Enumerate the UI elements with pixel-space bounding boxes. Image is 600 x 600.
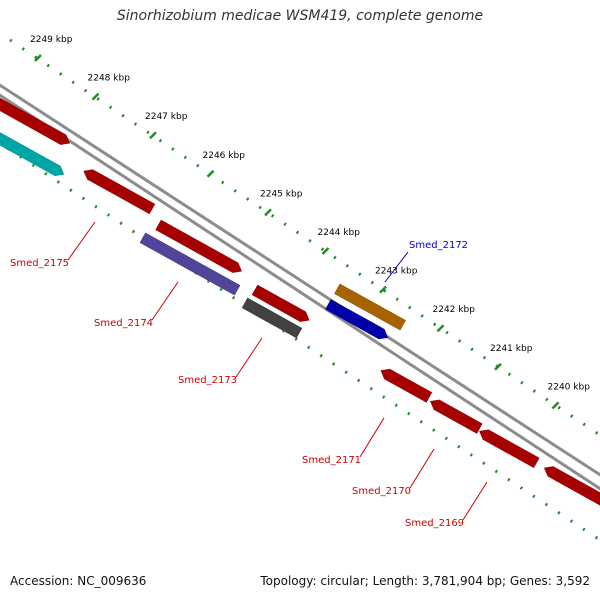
scale-ruler-outer [9, 38, 600, 437]
scale-tick-label: 2244 kbp [318, 228, 361, 238]
scale-major-tick [321, 247, 330, 255]
feature-smed-2175[interactable] [251, 284, 310, 322]
feature-cyan-bar[interactable] [0, 121, 65, 177]
map-title: Sinorhizobium medicae WSM419, complete g… [116, 8, 484, 24]
scale-tick-label: 2241 kbp [490, 344, 533, 354]
leader-line [235, 337, 263, 378]
gene-label-smed-2172[interactable]: Smed_2172 [409, 240, 468, 251]
accession-label: Accession: NC_009636 [10, 574, 147, 588]
scale-tick-label: 2245 kbp [260, 189, 303, 199]
gene-label-smed-2175[interactable]: Smed_2175 [10, 258, 69, 269]
scale-major-tick [379, 285, 387, 294]
scale-major-tick [551, 401, 560, 410]
feature-red-bar[interactable] [543, 466, 600, 507]
genome-backbone-outer [0, 83, 600, 477]
scale-tick-label: 2243 kbp [375, 267, 418, 277]
feature-orange-bar[interactable] [334, 283, 406, 331]
gene-label-smed-2174[interactable]: Smed_2174 [94, 318, 153, 329]
leader-line [409, 448, 435, 489]
scale-major-tick [436, 324, 445, 333]
feature-smed-2172[interactable] [325, 299, 389, 340]
leader-line [384, 251, 409, 283]
scale-major-tick [264, 208, 272, 217]
feature-smed-2171[interactable] [380, 368, 433, 403]
feature-red-bar[interactable] [155, 219, 242, 273]
scale-major-tick [149, 131, 157, 140]
leader-line [462, 481, 488, 521]
feature-smed-2173[interactable] [241, 297, 303, 339]
feature-smed-2174[interactable] [139, 232, 241, 296]
scale-tick-label: 2242 kbp [433, 305, 476, 315]
scale-tick-label: 2246 kbp [203, 151, 246, 161]
scale-major-tick [494, 362, 502, 371]
leader-line [67, 221, 96, 261]
feature-smed-2169[interactable] [479, 429, 540, 469]
genome-backbone-inner [0, 93, 600, 491]
gene-label-smed-2173[interactable]: Smed_2173 [178, 375, 237, 386]
feature-red-bar[interactable] [83, 169, 156, 215]
scale-tick-label: 2247 kbp [145, 112, 188, 122]
scale-tick-label: 2248 kbp [88, 74, 131, 84]
scale-major-tick [91, 92, 100, 101]
gene-label-smed-2170[interactable]: Smed_2170 [352, 486, 411, 497]
leader-line [359, 417, 385, 458]
scale-tick-label: 2240 kbp [548, 382, 591, 392]
leader-line [151, 281, 179, 321]
gene-label-smed-2171[interactable]: Smed_2171 [302, 455, 361, 466]
scale-major-tick [206, 169, 215, 178]
scale-major-tick [34, 54, 42, 62]
genome-summary-label: Topology: circular; Length: 3,781,904 bp… [260, 574, 590, 588]
feature-smed-2170[interactable] [430, 399, 483, 434]
feature-red-bar[interactable] [0, 92, 70, 145]
scale-ruler-inner [0, 141, 600, 542]
gene-label-smed-2169[interactable]: Smed_2169 [405, 518, 464, 529]
scale-tick-label: 2249 kbp [30, 35, 73, 45]
